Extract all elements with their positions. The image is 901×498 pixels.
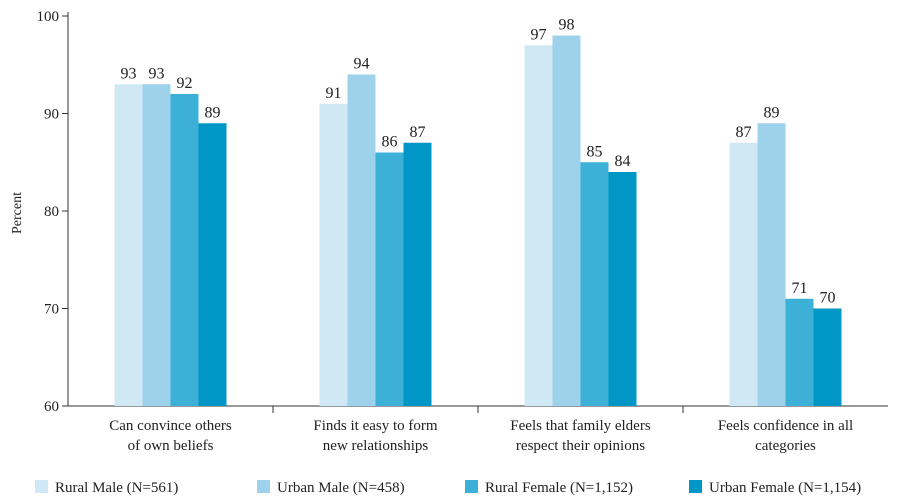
bar: [608, 172, 637, 406]
y-tick-label: 100: [37, 9, 60, 25]
bar-value-label: 85: [587, 143, 603, 160]
bar-value-label: 93: [149, 65, 165, 82]
bar: [319, 103, 348, 406]
x-category-label: Can convince others of own beliefs: [109, 418, 232, 454]
chart-value-labels: 93 93 92 89 91 94 86 87 97 98 85 84 87 89 71 70: [121, 17, 836, 307]
bar: [170, 94, 199, 406]
bar-value-label: 86: [382, 134, 398, 151]
bar-value-label: 94: [354, 56, 370, 73]
bar: [142, 84, 171, 406]
bar-value-label: 92: [177, 75, 193, 92]
bar: [524, 45, 553, 406]
bar-value-label: 87: [410, 124, 426, 141]
x-category-label-line: respect their opinions: [516, 438, 645, 454]
x-category-label-line: categories: [755, 438, 816, 454]
y-tick-label: 60: [44, 399, 59, 415]
bar-value-label: 98: [559, 17, 575, 34]
x-category-label: Feels that family elders respect their op…: [510, 418, 651, 454]
legend-swatch: [689, 480, 702, 493]
y-axis-title: Percent: [10, 192, 25, 234]
chart-category-labels: Can convince others of own beliefs Finds i…: [109, 418, 853, 454]
bar-value-label: 71: [792, 280, 808, 297]
x-category-label: Feels confidence in all categories: [718, 418, 853, 454]
x-category-label-line: Feels confidence in all: [718, 418, 853, 434]
bar: [813, 308, 842, 406]
bar-value-label: 89: [205, 104, 221, 121]
bar: [580, 162, 609, 406]
bar-value-label: 89: [764, 104, 780, 121]
bar-value-label: 97: [531, 26, 547, 43]
bar: [552, 35, 581, 406]
x-category-label-line: of own beliefs: [128, 438, 214, 454]
legend-label: Rural Male (N=561): [55, 480, 178, 496]
x-category-label-line: Finds it easy to form: [313, 418, 437, 434]
bar: [375, 152, 404, 406]
x-category-label-line: new relationships: [323, 438, 429, 454]
bar: [403, 142, 432, 406]
chart-legend: Rural Male (N=561) Urban Male (N=458) Rura…: [35, 480, 861, 496]
bar-value-label: 84: [615, 153, 631, 170]
bar: [785, 298, 814, 406]
y-tick-label: 70: [44, 302, 59, 318]
y-tick-label: 90: [44, 107, 59, 123]
y-tick-label: 80: [44, 204, 59, 220]
bar: [729, 142, 758, 406]
legend-swatch: [35, 480, 48, 493]
legend-label: Urban Female (N=1,154): [709, 480, 861, 496]
legend-label: Urban Male (N=458): [277, 480, 405, 496]
x-category-label: Finds it easy to form new relationships: [313, 418, 437, 454]
bar-value-label: 91: [326, 85, 342, 102]
bar-value-label: 93: [121, 65, 137, 82]
legend-label: Rural Female (N=1,152): [485, 480, 633, 496]
chart-bars: [114, 35, 842, 406]
bar-value-label: 87: [736, 124, 752, 141]
x-category-label-line: Can convince others: [109, 418, 232, 434]
x-category-label-line: Feels that family elders: [510, 418, 651, 434]
bar: [198, 123, 227, 406]
bar: [114, 84, 143, 406]
legend-swatch: [257, 480, 270, 493]
bar-value-label: 70: [820, 290, 836, 307]
legend-swatch: [465, 480, 478, 493]
bar: [757, 123, 786, 406]
bar: [347, 74, 376, 406]
